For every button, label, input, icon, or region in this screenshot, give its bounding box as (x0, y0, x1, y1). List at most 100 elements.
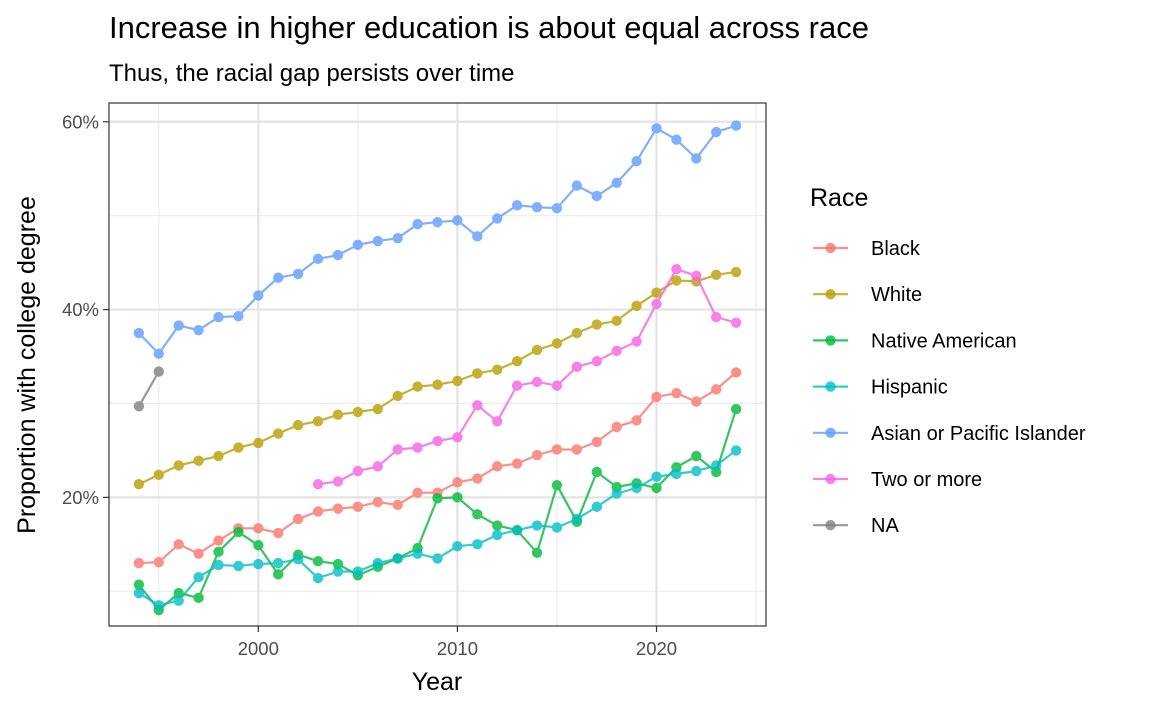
data-point-white (412, 381, 423, 392)
data-point-white (472, 368, 483, 379)
data-point-two-or-more (492, 416, 503, 427)
data-point-black (651, 391, 662, 403)
data-point-two-or-more (452, 432, 463, 443)
legend-key-point (825, 520, 836, 531)
data-point-hispanic (253, 558, 264, 570)
data-point-asian-or-pacific-islander (392, 233, 403, 244)
data-point-hispanic (193, 571, 204, 583)
data-point-hispanic (730, 445, 742, 456)
data-point-white (173, 460, 184, 471)
data-point-hispanic (352, 566, 364, 577)
y-axis-title: Proportion with college degree (13, 196, 41, 534)
data-point-black (332, 503, 344, 514)
x-tick-label: 2020 (636, 638, 677, 659)
legend: Race Black White Native American Hispanic As… (810, 184, 1086, 537)
data-point-black (292, 513, 304, 525)
data-point-black (611, 421, 622, 433)
data-point-black (511, 458, 523, 469)
data-point-asian-or-pacific-islander (432, 217, 443, 228)
data-point-hispanic (372, 557, 383, 569)
data-point-two-or-more (392, 444, 403, 455)
data-point-two-or-more (611, 345, 622, 357)
data-point-hispanic (711, 460, 722, 471)
data-point-native-american (233, 526, 244, 538)
legend-label: Hispanic (871, 377, 948, 399)
legend-key-point (825, 242, 836, 254)
series-asian-or-pacific-islander (133, 120, 742, 359)
data-point-white (651, 287, 662, 298)
data-point-black (372, 496, 383, 508)
data-point-black (173, 539, 184, 550)
data-point-two-or-more (591, 356, 602, 367)
data-point-two-or-more (531, 376, 543, 388)
data-point-asian-or-pacific-islander (671, 134, 682, 145)
data-point-two-or-more (651, 298, 662, 310)
legend-key-point (825, 289, 836, 300)
data-point-white (193, 455, 204, 466)
data-point-asian-or-pacific-islander (233, 310, 244, 322)
legend-label: Two or more (871, 469, 982, 491)
data-point-black (472, 473, 483, 484)
data-point-two-or-more (432, 435, 443, 447)
data-point-hispanic (691, 465, 702, 477)
data-point-black (213, 535, 224, 546)
data-point-two-or-more (730, 317, 742, 328)
legend-key-point (825, 335, 836, 346)
data-point-white (292, 419, 304, 431)
data-point-asian-or-pacific-islander (193, 325, 204, 336)
legend-key-point (825, 473, 836, 485)
data-point-two-or-more (511, 380, 523, 391)
data-point-hispanic (472, 539, 483, 550)
data-point-asian-or-pacific-islander (730, 120, 742, 131)
data-point-white (452, 375, 463, 387)
data-point-hispanic (511, 525, 523, 536)
data-point-black (492, 461, 503, 472)
legend-item-white: White (813, 284, 922, 306)
data-point-white (392, 390, 403, 402)
data-point-native-american (651, 482, 662, 494)
data-point-black (571, 444, 583, 455)
data-point-white (730, 266, 742, 278)
data-point-two-or-more (711, 311, 722, 323)
data-point-white (591, 319, 602, 330)
data-point-native-american (253, 540, 264, 551)
data-point-na (153, 366, 164, 377)
data-point-hispanic (412, 548, 423, 559)
data-point-two-or-more (372, 461, 383, 472)
data-point-hispanic (492, 529, 503, 541)
y-axis: 20% 40% 60% (62, 111, 109, 508)
data-point-asian-or-pacific-islander (511, 200, 523, 211)
data-point-asian-or-pacific-islander (571, 180, 583, 191)
data-point-asian-or-pacific-islander (253, 290, 264, 301)
series-line-na (137, 370, 160, 407)
data-point-native-american (213, 546, 224, 558)
data-point-asian-or-pacific-islander (611, 177, 622, 189)
data-point-native-american (591, 466, 602, 478)
data-point-na (133, 401, 145, 412)
data-point-asian-or-pacific-islander (273, 272, 284, 283)
data-point-hispanic (531, 520, 543, 531)
data-point-black (671, 387, 682, 399)
data-point-hispanic (233, 560, 244, 572)
data-point-asian-or-pacific-islander (472, 231, 483, 242)
legend-item-native-american: Native American (813, 330, 1017, 352)
data-point-white (332, 409, 344, 420)
x-axis-title: Year (412, 668, 463, 696)
data-point-asian-or-pacific-islander (711, 126, 722, 138)
data-point-two-or-more (312, 479, 324, 490)
y-tick-label: 40% (62, 299, 99, 320)
data-point-white (511, 356, 523, 367)
data-point-asian-or-pacific-islander (312, 253, 324, 265)
data-point-native-american (173, 587, 184, 599)
data-point-two-or-more (671, 263, 682, 275)
legend-item-na: NA (813, 515, 899, 537)
data-point-asian-or-pacific-islander (292, 268, 304, 280)
data-point-asian-or-pacific-islander (591, 190, 602, 202)
data-point-white (611, 315, 622, 327)
data-point-asian-or-pacific-islander (213, 311, 224, 323)
data-point-black (392, 499, 403, 511)
data-point-black (631, 415, 642, 426)
data-point-asian-or-pacific-islander (551, 202, 563, 214)
data-point-native-american (133, 579, 145, 590)
data-point-white (153, 469, 164, 481)
